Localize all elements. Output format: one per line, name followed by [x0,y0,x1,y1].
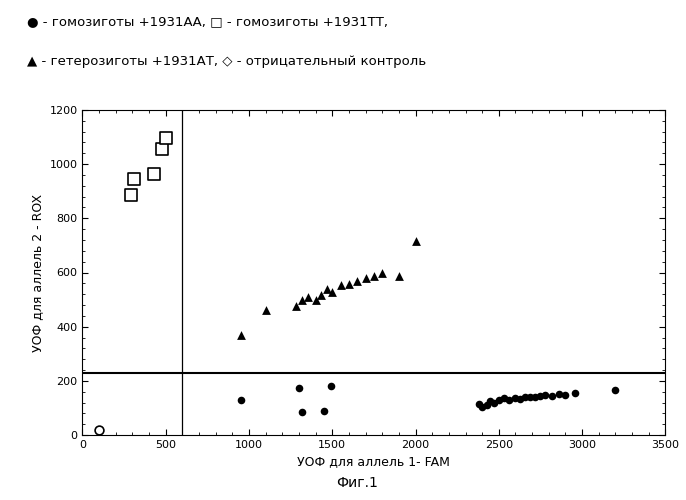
Point [504,396,514,404]
Point [535,392,546,400]
Text: ▲ - гетерозиготы +1931АТ, ◇ - отрицательный контроль: ▲ - гетерозиготы +1931АТ, ◇ - отрицатель… [27,55,427,68]
Y-axis label: УОФ для аллель 2 - ROX: УОФ для аллель 2 - ROX [31,194,44,352]
Point [93,426,104,434]
Point [482,401,493,409]
Point [515,395,526,403]
Text: ● - гомозиготы +1931АА, □ - гомозиготы +1931ТТ,: ● - гомозиготы +1931АА, □ - гомозиготы +… [27,15,388,28]
Point [161,134,172,142]
Point [540,391,551,399]
Point [352,277,363,285]
Point [498,394,509,402]
Point [360,274,371,282]
Point [560,391,571,399]
Point [488,399,499,407]
Point [322,286,333,294]
Point [315,290,326,298]
Point [393,272,404,280]
Point [303,294,314,302]
Point [335,280,346,288]
Point [128,175,139,183]
Point [570,389,581,397]
Point [473,400,484,408]
Point [260,306,271,314]
Point [294,384,305,392]
Point [157,146,168,154]
Point [235,396,246,404]
Point [554,390,565,398]
Point [368,272,379,280]
X-axis label: УОФ для аллель 1- FAM: УОФ для аллель 1- FAM [298,456,450,468]
Point [290,302,301,310]
Point [493,396,504,404]
Point [477,402,488,410]
Point [327,288,338,296]
Point [525,392,536,400]
Point [318,406,329,414]
Point [610,386,621,394]
Point [235,331,246,339]
Point [325,382,336,390]
Point [310,296,321,304]
Point [297,296,308,304]
Point [510,394,521,402]
Point [297,408,308,416]
Point [485,397,496,405]
Point [148,170,159,177]
Point [125,192,136,200]
Text: Фиг.1: Фиг.1 [335,476,378,490]
Point [344,280,355,288]
Point [547,392,558,400]
Point [377,269,388,277]
Point [520,393,531,401]
Point [410,236,421,244]
Point [530,393,541,401]
